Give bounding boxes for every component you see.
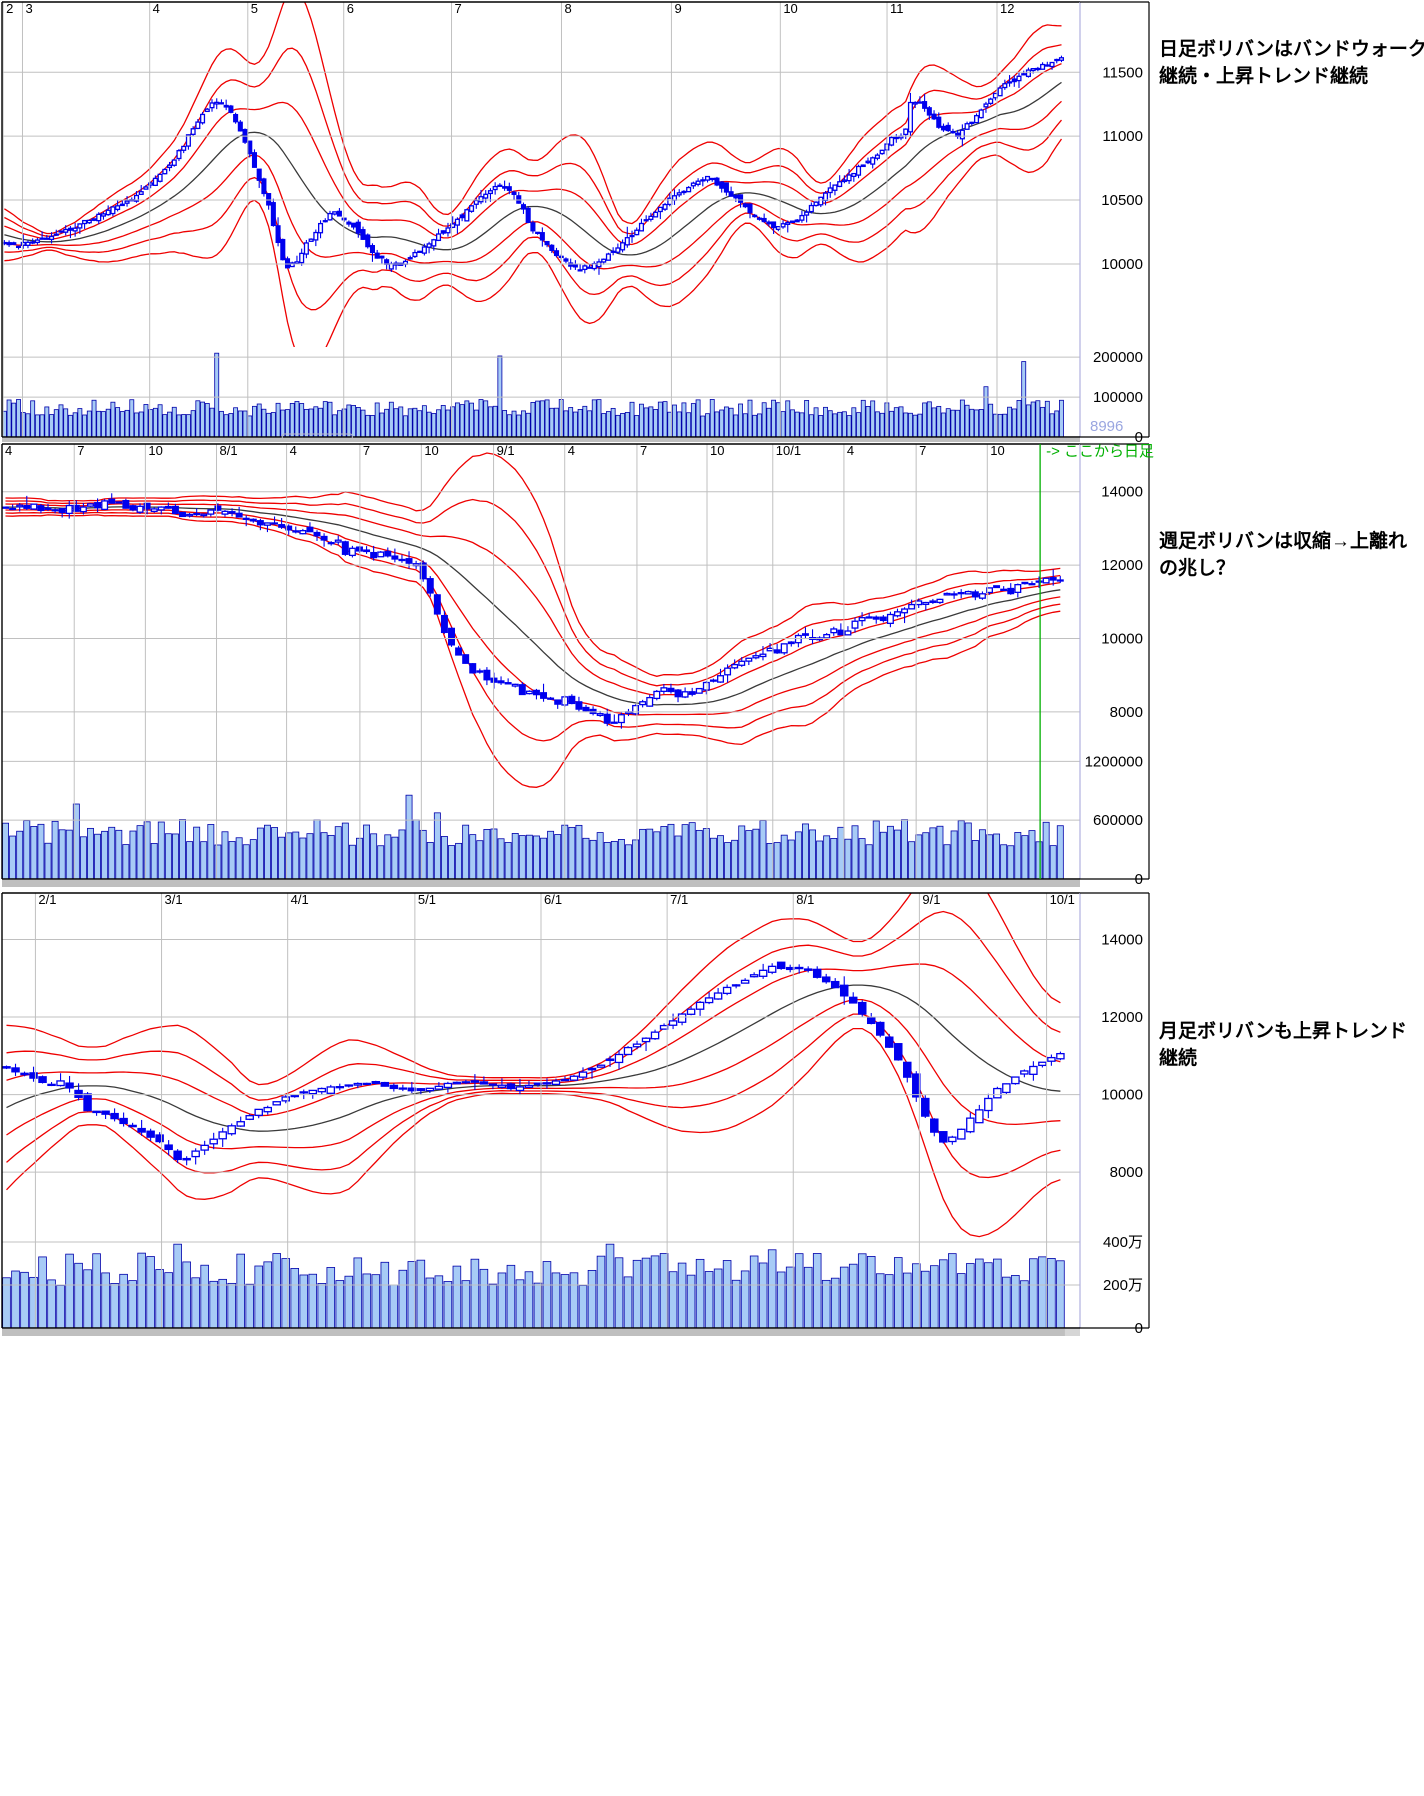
svg-text:14000: 14000 — [1101, 932, 1143, 949]
svg-text:14000: 14000 — [1101, 484, 1143, 501]
svg-text:10000: 10000 — [1101, 256, 1143, 273]
svg-text:2/1: 2/1 — [38, 892, 56, 907]
svg-text:7: 7 — [77, 443, 84, 458]
svg-text:8000: 8000 — [1110, 704, 1143, 721]
svg-text:8000: 8000 — [1110, 1164, 1143, 1181]
svg-text:5/1: 5/1 — [418, 892, 436, 907]
svg-text:6: 6 — [347, 1, 354, 16]
svg-text:4: 4 — [290, 443, 297, 458]
svg-text:4: 4 — [568, 443, 575, 458]
svg-text:10: 10 — [424, 443, 438, 458]
svg-text:11: 11 — [890, 1, 904, 16]
svg-text:8996: 8996 — [1090, 418, 1123, 435]
svg-text:3/1: 3/1 — [165, 892, 183, 907]
svg-text:4: 4 — [5, 443, 12, 458]
svg-text:10/1: 10/1 — [776, 443, 801, 458]
svg-text:8/1: 8/1 — [220, 443, 238, 458]
svg-text:4: 4 — [847, 443, 854, 458]
svg-text:10: 10 — [710, 443, 724, 458]
svg-text:7: 7 — [640, 443, 647, 458]
svg-text:100000: 100000 — [1093, 389, 1143, 406]
svg-text:9/1: 9/1 — [497, 443, 515, 458]
svg-text:6/1: 6/1 — [544, 892, 562, 907]
svg-text:7/1: 7/1 — [670, 892, 688, 907]
svg-text:2: 2 — [6, 1, 13, 16]
svg-text:9: 9 — [674, 1, 681, 16]
svg-text:3: 3 — [25, 1, 32, 16]
svg-text:200000: 200000 — [1093, 349, 1143, 366]
svg-text:200万: 200万 — [1103, 1277, 1143, 1294]
svg-text:9/1: 9/1 — [922, 892, 940, 907]
svg-text:11500: 11500 — [1102, 64, 1143, 81]
svg-text:5: 5 — [251, 1, 258, 16]
svg-text:600000: 600000 — [1093, 812, 1143, 829]
svg-text:4: 4 — [153, 1, 160, 16]
svg-text:8/1: 8/1 — [796, 892, 814, 907]
svg-text:12000: 12000 — [1101, 557, 1143, 574]
svg-text:1200000: 1200000 — [1085, 753, 1143, 770]
svg-text:10000: 10000 — [1101, 631, 1143, 648]
svg-text:-> ここから日足: -> ここから日足 — [1046, 443, 1154, 460]
svg-text:7: 7 — [455, 1, 462, 16]
svg-text:12000: 12000 — [1101, 1009, 1143, 1026]
svg-text:8: 8 — [564, 1, 571, 16]
svg-text:11000: 11000 — [1102, 128, 1143, 145]
svg-text:10: 10 — [990, 443, 1004, 458]
svg-text:10500: 10500 — [1101, 192, 1143, 209]
svg-text:10000: 10000 — [1101, 1087, 1143, 1104]
svg-text:10: 10 — [148, 443, 162, 458]
svg-text:4/1: 4/1 — [291, 892, 309, 907]
svg-text:7: 7 — [919, 443, 926, 458]
svg-text:400万: 400万 — [1103, 1234, 1143, 1251]
svg-text:12: 12 — [1000, 1, 1014, 16]
svg-text:10/1: 10/1 — [1050, 892, 1075, 907]
svg-text:7: 7 — [363, 443, 370, 458]
svg-text:10: 10 — [783, 1, 797, 16]
